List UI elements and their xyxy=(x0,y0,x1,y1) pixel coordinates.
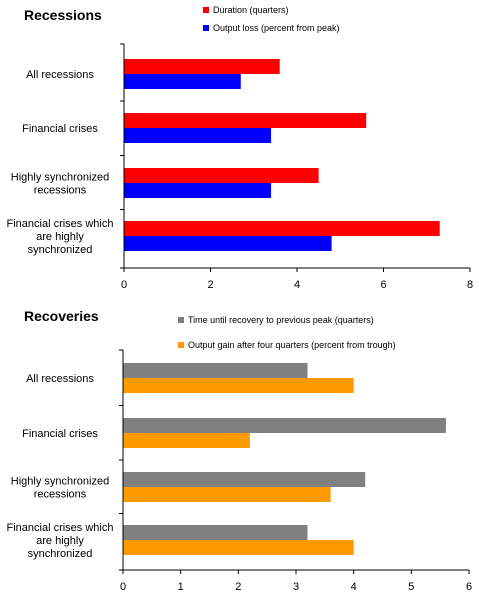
x-tick-label: 8 xyxy=(467,279,473,291)
bar xyxy=(123,363,308,378)
bar xyxy=(123,472,366,487)
category-label: Financial crises which are highly synchron… xyxy=(7,522,114,560)
x-tick-label: 3 xyxy=(293,581,299,593)
x-tick-label: 4 xyxy=(294,279,300,291)
x-tick-label: 1 xyxy=(178,581,184,593)
legend-label: Output gain after four quarters (percent… xyxy=(188,340,396,350)
legend-swatch xyxy=(178,317,184,323)
category-label: All recessions xyxy=(26,69,94,81)
chart-title: Recessions xyxy=(24,7,102,23)
x-tick-label: 5 xyxy=(408,581,414,593)
bar xyxy=(123,540,354,555)
chart-panel-1: Recessions Duration (quarters) Output loss… xyxy=(7,5,474,291)
bar xyxy=(124,221,440,236)
chart-title: Recoveries xyxy=(24,308,99,324)
legend-label: Time until recovery to previous peak (qu… xyxy=(188,315,374,325)
legend-swatch xyxy=(178,342,184,348)
x-tick-label: 2 xyxy=(207,279,213,291)
legend-swatch xyxy=(203,7,209,13)
bar xyxy=(124,113,367,128)
x-tick-label: 4 xyxy=(351,581,357,593)
category-label: Financial crises which are highly synchron… xyxy=(7,218,114,256)
x-tick-label: 0 xyxy=(121,279,127,291)
x-tick-label: 2 xyxy=(235,581,241,593)
bar xyxy=(124,128,272,143)
bar xyxy=(124,59,280,74)
category-label: Financial crises xyxy=(22,123,98,135)
bar xyxy=(124,183,272,198)
x-tick-label: 0 xyxy=(120,581,126,593)
bar xyxy=(123,418,446,433)
category-label: All recessions xyxy=(26,373,94,385)
legend-label: Duration (quarters) xyxy=(213,5,289,15)
x-tick-label: 6 xyxy=(466,581,472,593)
x-tick-label: 6 xyxy=(380,279,386,291)
bar xyxy=(123,487,331,502)
bar xyxy=(124,168,319,183)
bar xyxy=(124,74,241,89)
category-label: Highly synchronized recessions xyxy=(11,172,109,197)
category-label: Financial crises xyxy=(22,428,98,440)
bar xyxy=(123,433,250,448)
category-label: Highly synchronized recessions xyxy=(11,476,109,501)
bar xyxy=(123,378,354,393)
bar xyxy=(124,236,332,251)
bar xyxy=(123,525,308,540)
legend-swatch xyxy=(203,25,209,31)
legend-label: Output loss (percent from peak) xyxy=(213,23,340,33)
chart-panel-2: Recoveries Time until recovery to previou… xyxy=(7,308,473,593)
